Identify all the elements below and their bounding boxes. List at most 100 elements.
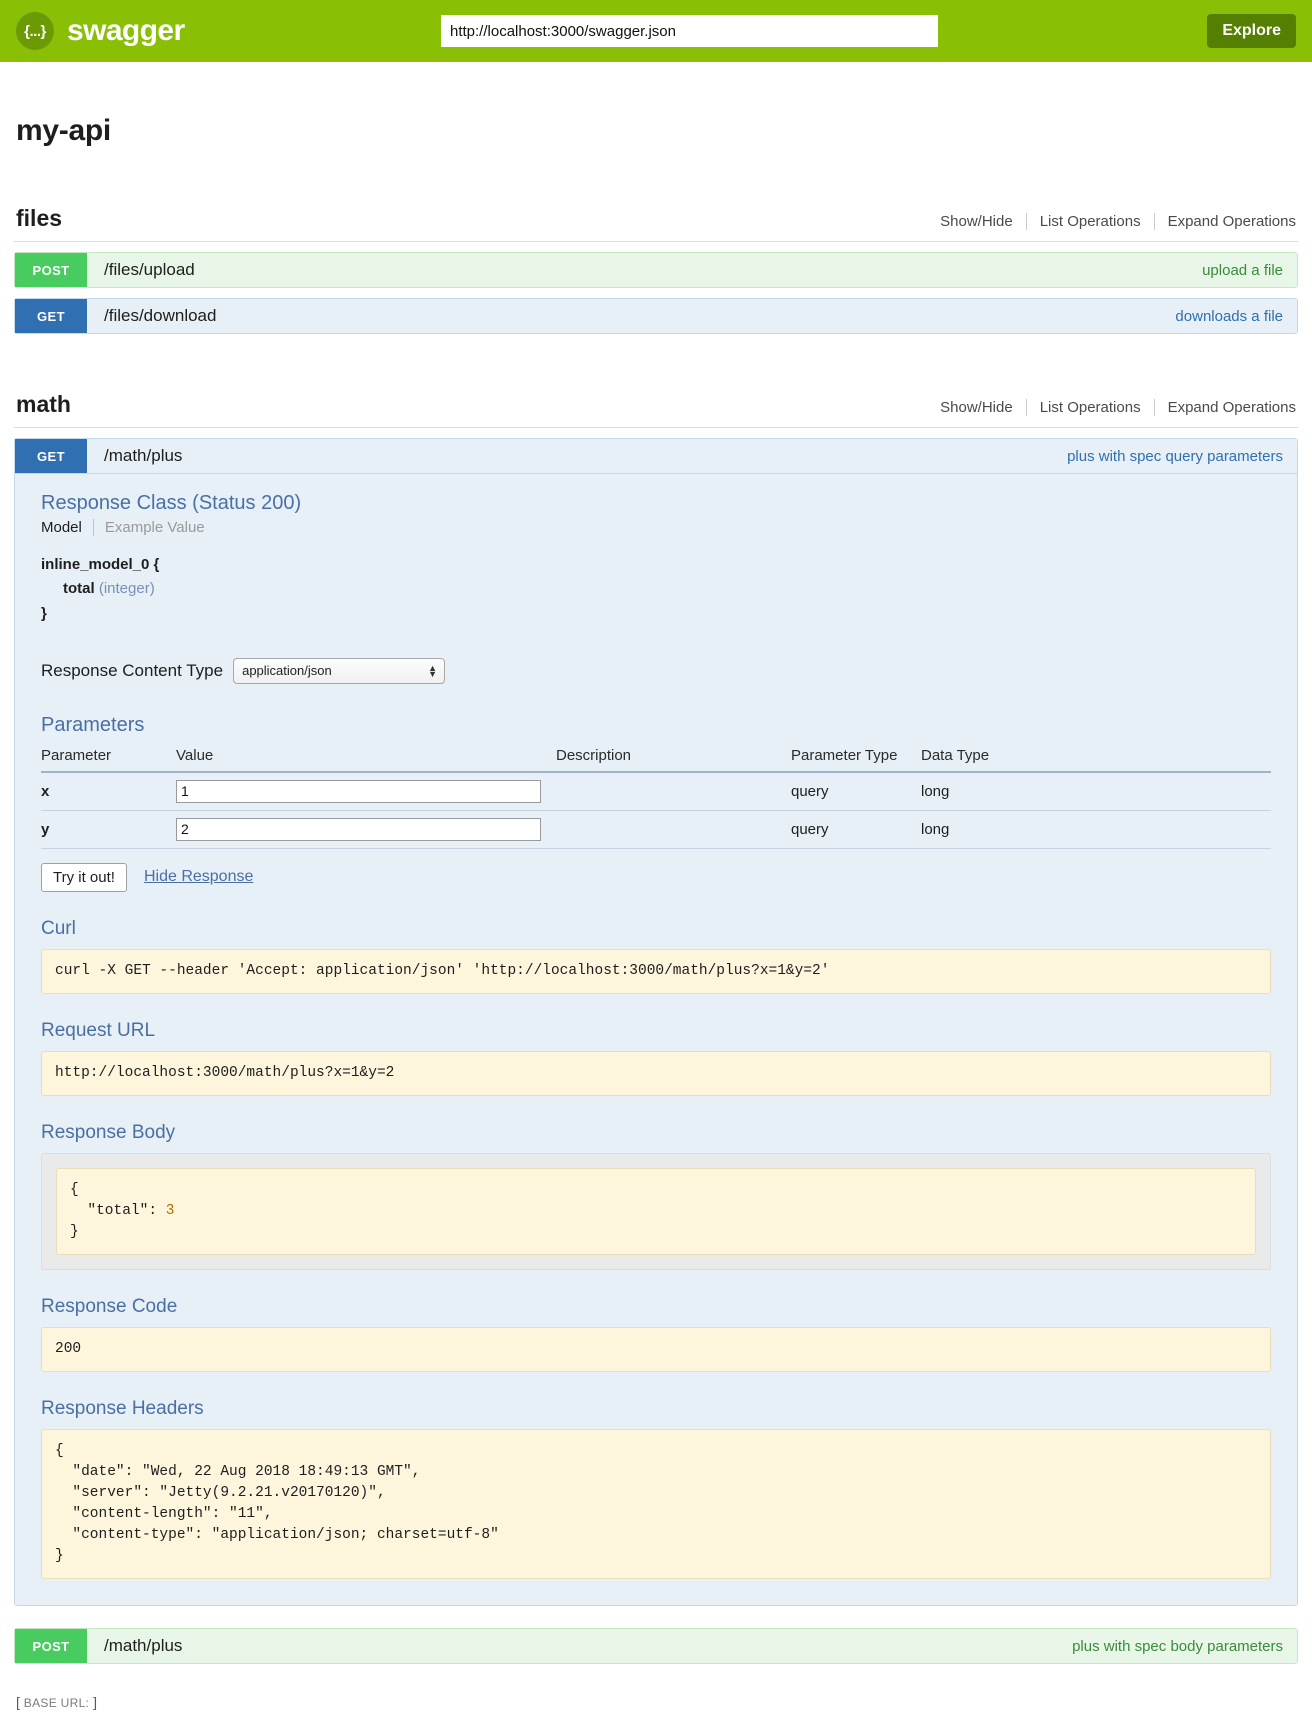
- parameter-name: x: [41, 771, 176, 811]
- operation-details: Response Class (Status 200) Model Exampl…: [14, 474, 1298, 1607]
- response-body-number: 3: [165, 1202, 175, 1219]
- try-it-out-button[interactable]: Try it out!: [41, 862, 127, 892]
- operation-path: /math/plus: [104, 1636, 183, 1656]
- parameter-type: query: [791, 771, 921, 811]
- chevron-updown-icon: ▲ ▼: [428, 662, 438, 679]
- parameter-type: query: [791, 810, 921, 849]
- curl-title: Curl: [41, 917, 76, 939]
- model-property-name: total: [63, 580, 95, 598]
- page-content: my-api files Show/Hide List Operations E…: [0, 114, 1312, 1724]
- resource-title: math: [16, 391, 71, 417]
- resource-header-files: files Show/Hide List Operations Expand O…: [14, 205, 1298, 242]
- operation-summary[interactable]: plus with spec body parameters: [1072, 1637, 1283, 1655]
- model-property-type: (integer): [98, 580, 155, 598]
- column-header-parameter: Parameter: [41, 742, 176, 773]
- spec-url-field-wrap: [441, 15, 938, 47]
- model-property-row: total (integer): [41, 577, 1271, 601]
- operation-actions: Try it out! Hide Response: [41, 862, 1271, 892]
- column-header-data-type: Data Type: [921, 742, 1271, 773]
- operation-get-files-download[interactable]: GET /files/download downloads a file: [14, 298, 1298, 334]
- parameter-data-type: long: [921, 771, 1271, 811]
- param-y-input[interactable]: [176, 817, 541, 841]
- operation-header[interactable]: GET /math/plus plus with spec query para…: [14, 438, 1298, 474]
- response-body-suffix: }: [70, 1223, 79, 1240]
- request-url-title: Request URL: [41, 1019, 156, 1041]
- footer-open-bracket: [: [16, 1694, 20, 1711]
- method-badge: GET: [15, 299, 87, 333]
- operation-path: /files/download: [104, 306, 217, 325]
- operation-post-files-upload[interactable]: POST /files/upload upload a file: [14, 252, 1298, 288]
- resource-title: files: [16, 205, 63, 231]
- hide-response-link[interactable]: Hide Response: [143, 868, 254, 886]
- resource-header-math: math Show/Hide List Operations Expand Op…: [14, 391, 1298, 428]
- page-title: my-api: [16, 114, 111, 147]
- footer: [ BASE URL: ]: [14, 1686, 1298, 1724]
- tab-model[interactable]: Model: [41, 519, 94, 536]
- model-tabs: Model Example Value: [41, 519, 1271, 536]
- response-body-title: Response Body: [41, 1121, 176, 1143]
- tab-example-value[interactable]: Example Value: [104, 519, 205, 536]
- response-code-title: Response Code: [41, 1295, 178, 1317]
- base-url-label: BASE URL:: [23, 1696, 90, 1711]
- operation-path: /files/upload: [104, 260, 195, 279]
- show-hide-link[interactable]: Show/Hide: [940, 213, 1013, 230]
- response-code-value: 200: [41, 1326, 1271, 1372]
- response-content-type-value: application/json: [242, 663, 332, 679]
- table-row: y query long: [41, 810, 1271, 849]
- method-badge: GET: [15, 439, 87, 473]
- column-header-description: Description: [556, 742, 791, 773]
- response-headers-value: { "date": "Wed, 22 Aug 2018 18:49:13 GMT…: [41, 1428, 1271, 1580]
- response-body-wrapper: { "total": 3 }: [41, 1152, 1271, 1270]
- operation-summary[interactable]: plus with spec query parameters: [1067, 447, 1283, 465]
- expand-operations-link[interactable]: Expand Operations: [1153, 399, 1298, 416]
- operation-get-math-plus[interactable]: GET /math/plus plus with spec query para…: [14, 438, 1298, 1607]
- parameters-table: Parameter Value Description Parameter Ty…: [41, 742, 1271, 849]
- response-content-type-select[interactable]: application/json ▲ ▼: [233, 657, 446, 684]
- resource-operation-links: Show/Hide List Operations Expand Operati…: [927, 213, 1298, 230]
- method-badge: POST: [15, 253, 87, 287]
- parameter-value-cell: [176, 810, 556, 849]
- response-content-type-row: Response Content Type application/json ▲…: [41, 657, 1271, 684]
- curl-command: curl -X GET --header 'Accept: applicatio…: [41, 948, 1271, 994]
- operation-header[interactable]: GET /files/download downloads a file: [14, 298, 1298, 334]
- list-operations-link[interactable]: List Operations: [1025, 399, 1154, 416]
- parameters-header-row: Parameter Value Description Parameter Ty…: [41, 742, 1271, 773]
- model-signature: inline_model_0 { total (integer) }: [41, 553, 1271, 626]
- list-operations-link[interactable]: List Operations: [1025, 213, 1154, 230]
- table-row: x query long: [41, 771, 1271, 811]
- model-open-brace: inline_model_0 {: [41, 556, 160, 573]
- column-header-parameter-type: Parameter Type: [791, 742, 921, 773]
- operation-summary[interactable]: upload a file: [1202, 261, 1283, 279]
- operation-post-math-plus[interactable]: POST /math/plus plus with spec body para…: [14, 1628, 1298, 1665]
- operation-header[interactable]: POST /files/upload upload a file: [14, 252, 1298, 288]
- explore-button[interactable]: Explore: [1207, 14, 1296, 48]
- parameter-data-type: long: [921, 810, 1271, 849]
- operation-path: /math/plus: [104, 446, 183, 465]
- brand-label: swagger: [67, 14, 185, 47]
- operation-summary[interactable]: downloads a file: [1175, 307, 1283, 325]
- parameter-description: [556, 771, 791, 811]
- model-close-brace: }: [41, 604, 47, 622]
- response-body-code: { "total": 3 }: [56, 1167, 1256, 1255]
- parameters-title: Parameters: [41, 713, 145, 736]
- column-header-value: Value: [176, 742, 556, 773]
- response-content-type-label: Response Content Type: [41, 660, 224, 680]
- parameter-name: y: [41, 810, 176, 849]
- parameter-value-cell: [176, 771, 556, 811]
- response-body-prefix: { "total":: [70, 1181, 158, 1219]
- param-x-input[interactable]: [176, 779, 541, 803]
- spec-url-input[interactable]: [441, 15, 938, 47]
- footer-close-bracket: ]: [93, 1694, 97, 1711]
- top-bar: {...} swagger Explore: [0, 0, 1312, 62]
- expand-operations-link[interactable]: Expand Operations: [1153, 213, 1298, 230]
- swagger-logo-icon: {...}: [16, 12, 54, 50]
- operation-header[interactable]: POST /math/plus plus with spec body para…: [14, 1628, 1298, 1665]
- swagger-brand[interactable]: {...} swagger: [16, 12, 185, 50]
- resource-operation-links: Show/Hide List Operations Expand Operati…: [927, 399, 1298, 416]
- request-url-value: http://localhost:3000/math/plus?x=1&y=2: [41, 1050, 1271, 1096]
- response-headers-title: Response Headers: [41, 1397, 204, 1419]
- show-hide-link[interactable]: Show/Hide: [940, 399, 1013, 416]
- parameter-description: [556, 810, 791, 849]
- response-class-title: Response Class (Status 200): [41, 492, 302, 514]
- method-badge: POST: [15, 1629, 87, 1664]
